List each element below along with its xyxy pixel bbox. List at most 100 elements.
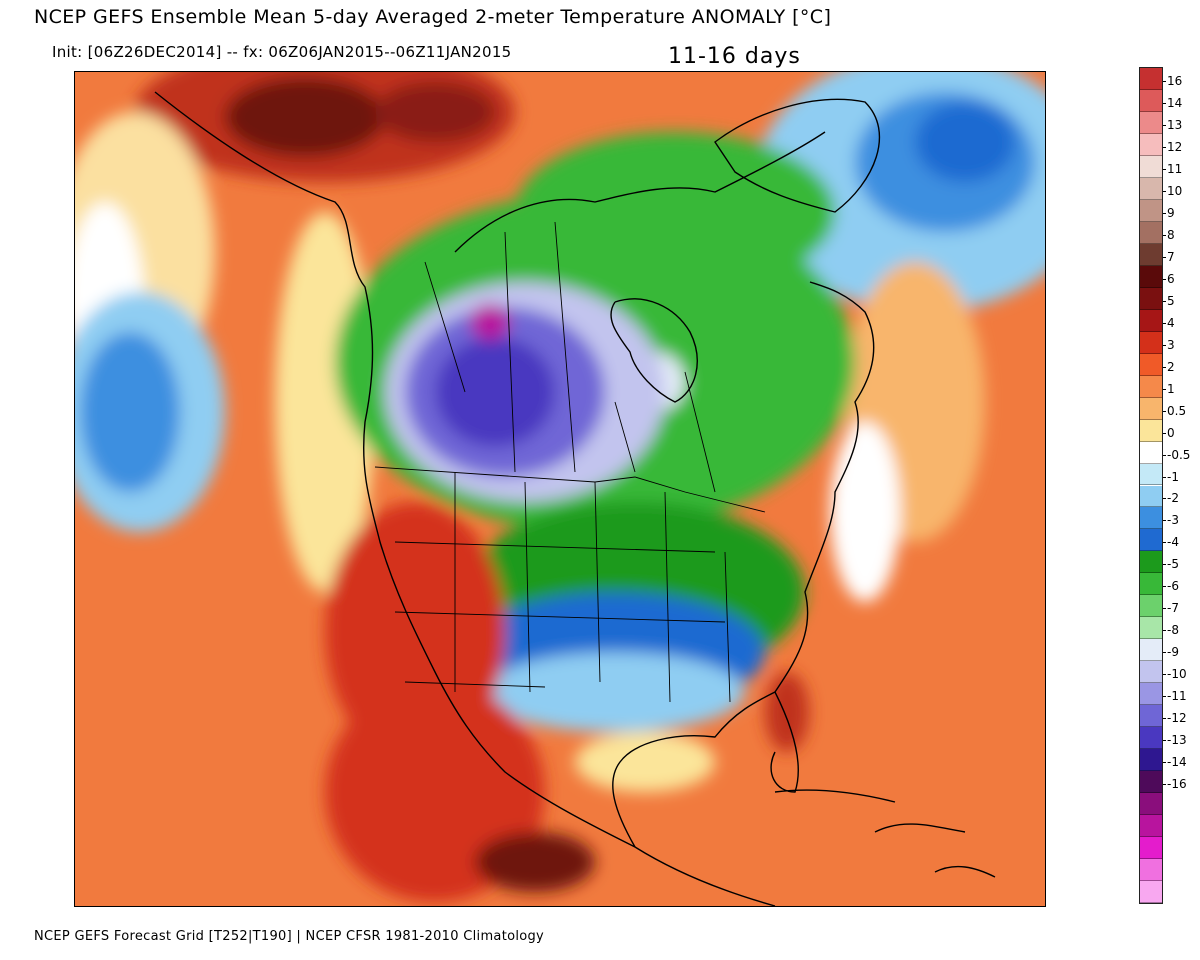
colorbar-swatch (1140, 507, 1162, 530)
colorbar-label: -14 (1167, 755, 1187, 770)
colorbar-swatch (1140, 221, 1162, 244)
political-borders (374, 221, 766, 703)
colorbar-label: -3 (1167, 513, 1179, 528)
colorbar-label: 3 (1167, 337, 1175, 352)
colorbar-label: 10 (1167, 183, 1183, 198)
colorbar-label: 9 (1167, 205, 1175, 220)
colorbar-label: -0.5 (1167, 447, 1191, 462)
colorbar-label: 8 (1167, 227, 1175, 242)
colorbar-swatch (1140, 749, 1162, 772)
colorbar-label: 16 (1167, 73, 1183, 88)
colorbar-label: 4 (1167, 315, 1175, 330)
colorbar-tick (1163, 366, 1166, 368)
colorbar-label: 0 (1167, 425, 1175, 440)
data-source-label: NCEP GEFS Forecast Grid [T252|T190] | NC… (34, 929, 545, 944)
colorbar-label: 13 (1167, 117, 1183, 132)
colorbar-tick (1163, 520, 1166, 522)
colorbar-swatch (1140, 419, 1162, 442)
colorbar-swatch (1140, 353, 1162, 376)
colorbar (1139, 67, 1163, 904)
colorbar-label: -10 (1167, 667, 1187, 682)
init-forecast-label: Init: [06Z26DEC2014] -- fx: 06Z06JAN2015… (52, 43, 512, 61)
coastlines (154, 91, 996, 906)
colorbar-swatch (1140, 441, 1162, 464)
colorbar-label: 2 (1167, 359, 1175, 374)
colorbar-tick (1163, 432, 1166, 434)
colorbar-swatch (1140, 793, 1162, 816)
colorbar-tick (1163, 80, 1166, 82)
colorbar-label: 14 (1167, 95, 1183, 110)
colorbar-label: -1 (1167, 469, 1179, 484)
colorbar-tick (1163, 586, 1166, 588)
colorbar-swatch (1140, 705, 1162, 728)
colorbar-label: -4 (1167, 535, 1179, 550)
colorbar-tick (1163, 718, 1166, 720)
colorbar-tick (1163, 388, 1166, 390)
colorbar-label: -5 (1167, 557, 1179, 572)
colorbar-swatch (1140, 155, 1162, 178)
colorbar-label: 7 (1167, 249, 1175, 264)
colorbar-swatch (1140, 397, 1162, 420)
colorbar-swatch (1140, 771, 1162, 794)
colorbar-tick (1163, 300, 1166, 302)
colorbar-label: -2 (1167, 491, 1179, 506)
colorbar-label: -16 (1167, 777, 1187, 792)
colorbar-swatch (1140, 463, 1162, 486)
colorbar-tick (1163, 542, 1166, 544)
colorbar-swatch (1140, 111, 1162, 134)
colorbar-tick (1163, 696, 1166, 698)
map-title: NCEP GEFS Ensemble Mean 5-day Averaged 2… (34, 6, 832, 28)
colorbar-swatch (1140, 639, 1162, 662)
colorbar-swatch (1140, 661, 1162, 684)
forecast-period-label: 11-16 days (668, 44, 801, 69)
colorbar-label: 6 (1167, 271, 1175, 286)
colorbar-label: 5 (1167, 293, 1175, 308)
colorbar-swatch (1140, 133, 1162, 156)
colorbar-label: -11 (1167, 689, 1187, 704)
colorbar-tick (1163, 476, 1166, 478)
colorbar-tick (1163, 168, 1166, 170)
colorbar-tick (1163, 454, 1166, 456)
colorbar-swatch (1140, 199, 1162, 222)
colorbar-tick (1163, 784, 1166, 786)
colorbar-label: -9 (1167, 645, 1179, 660)
colorbar-swatch (1140, 529, 1162, 552)
colorbar-tick (1163, 608, 1166, 610)
colorbar-swatch (1140, 683, 1162, 706)
colorbar-tick (1163, 190, 1166, 192)
colorbar-swatch (1140, 815, 1162, 838)
colorbar-tick (1163, 564, 1166, 566)
colorbar-tick (1163, 322, 1166, 324)
colorbar-swatch (1140, 265, 1162, 288)
colorbar-tick (1163, 498, 1166, 500)
colorbar-swatch (1140, 331, 1162, 354)
colorbar-label: 1 (1167, 381, 1175, 396)
colorbar-label: -8 (1167, 623, 1179, 638)
colorbar-swatch (1140, 375, 1162, 398)
colorbar-swatch (1140, 727, 1162, 750)
colorbar-label: -7 (1167, 601, 1179, 616)
colorbar-swatch (1140, 573, 1162, 596)
colorbar-swatch (1140, 177, 1162, 200)
colorbar-swatch (1140, 595, 1162, 618)
colorbar-swatch (1140, 485, 1162, 508)
colorbar-swatch (1140, 243, 1162, 266)
colorbar-tick (1163, 278, 1166, 280)
map-graphic (75, 72, 1045, 906)
colorbar-swatch (1140, 859, 1162, 882)
colorbar-label: 0.5 (1167, 403, 1187, 418)
colorbar-label: 11 (1167, 161, 1183, 176)
colorbar-swatch (1140, 837, 1162, 860)
colorbar-tick (1163, 674, 1166, 676)
colorbar-swatch (1140, 551, 1162, 574)
colorbar-swatch (1140, 617, 1162, 640)
colorbar-swatch (1140, 309, 1162, 332)
colorbar-swatch (1140, 881, 1162, 903)
colorbar-tick (1163, 256, 1166, 258)
colorbar-tick (1163, 410, 1166, 412)
colorbar-tick (1163, 762, 1166, 764)
colorbar-label: 12 (1167, 139, 1183, 154)
colorbar-tick (1163, 124, 1166, 126)
colorbar-tick (1163, 102, 1166, 104)
colorbar-tick (1163, 212, 1166, 214)
